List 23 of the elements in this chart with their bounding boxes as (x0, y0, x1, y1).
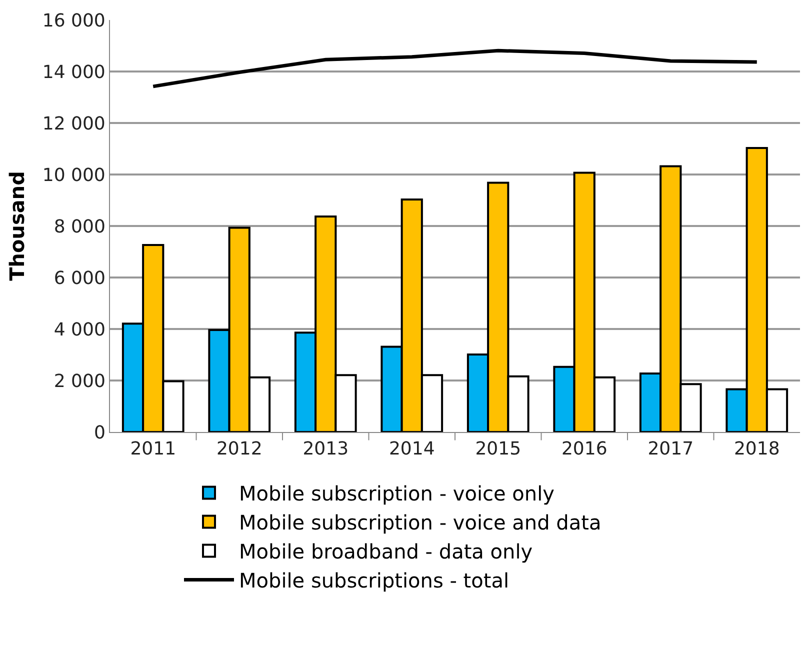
x-tick-label: 2018 (734, 438, 780, 460)
x-tick-label: 2013 (302, 438, 349, 460)
x-tick-label: 2011 (130, 438, 176, 460)
y-tick-label: 2 000 (54, 370, 106, 392)
legend-label: Mobile subscription - voice only (239, 482, 555, 506)
legend-label: Mobile subscriptions - total (239, 568, 510, 592)
y-tick-label: 10 000 (42, 164, 106, 186)
legend-label: Mobile broadband - data only (239, 540, 533, 564)
y-axis-title: Thousand (4, 171, 29, 281)
x-tick-label: 2016 (561, 438, 608, 460)
y-tick-label: 8 000 (54, 216, 106, 238)
x-tick-label: 2017 (648, 438, 694, 460)
y-tick-label: 12 000 (42, 113, 106, 134)
y-tick-label: 14 000 (42, 62, 106, 83)
x-tick-label: 2012 (216, 438, 262, 460)
y-tick-label: 4 000 (54, 319, 106, 340)
y-tick-label: 6 000 (54, 268, 106, 289)
legend-label: Mobile subscription - voice and data (239, 510, 602, 534)
y-tick-label: 16 000 (42, 10, 106, 32)
line-series (151, 48, 759, 88)
y-tick-label: 0 (94, 422, 106, 444)
x-tick-label: 2014 (388, 438, 435, 460)
x-tick-label: 2015 (475, 438, 522, 460)
